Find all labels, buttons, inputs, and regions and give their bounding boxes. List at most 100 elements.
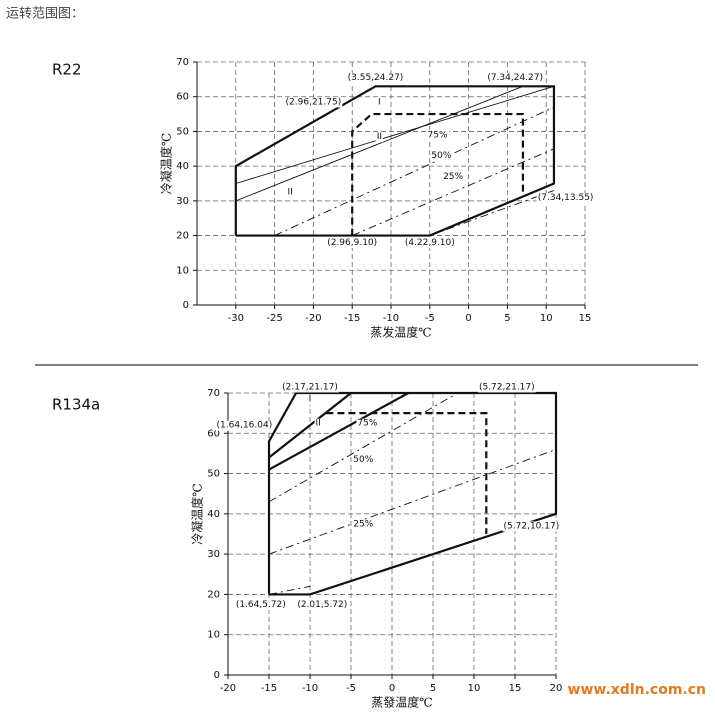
annotation-bg <box>326 238 379 249</box>
envelope-line <box>429 190 555 236</box>
envelope-line <box>235 85 524 202</box>
y-tick-label: 0 <box>214 670 220 681</box>
envelope-line <box>268 448 557 555</box>
annotation-bg <box>286 187 294 198</box>
x-tick-label: -20 <box>305 313 321 324</box>
annotation-bg <box>307 394 313 405</box>
envelope-line <box>267 391 558 596</box>
annotation: 50% <box>353 455 373 465</box>
y-tick-label: 30 <box>207 549 220 560</box>
y-tick-label: 10 <box>207 630 220 641</box>
x-tick-label: 20 <box>550 683 563 694</box>
envelope-line <box>352 148 555 236</box>
annotation-bg <box>477 382 536 393</box>
x-tick-label: 0 <box>389 683 395 694</box>
annotation: (1.64,5.72) <box>236 600 286 610</box>
annotation: (7.34,13.55) <box>538 193 594 203</box>
x-tick-label: -15 <box>344 313 360 324</box>
y-tick-label: 0 <box>183 300 189 311</box>
x-axis-label: 蒸发温度℃ <box>370 325 431 340</box>
x-tick-label: -10 <box>302 683 318 694</box>
annotation-bg <box>377 97 382 108</box>
y-tick-label: 10 <box>176 265 189 276</box>
y-tick-label: 70 <box>176 57 189 68</box>
annotation-bg <box>442 172 465 183</box>
y-tick-label: 30 <box>176 196 189 207</box>
annotation: (2.96,21.75) <box>286 97 342 107</box>
x-tick-label: -5 <box>425 313 435 324</box>
y-axis-label: 冷凝温度℃ <box>190 483 205 544</box>
envelope-line <box>268 392 409 471</box>
annotation: (5.72,21.17) <box>479 382 535 392</box>
y-tick-label: 50 <box>176 126 189 137</box>
watermark: www.xdln.com.cn <box>568 682 706 698</box>
x-tick-label: 5 <box>504 313 510 324</box>
y-axis-label: 冷凝温度℃ <box>159 133 174 194</box>
annotation-bg <box>352 519 375 530</box>
x-tick-label: 15 <box>579 313 592 324</box>
annotation: II <box>287 188 292 198</box>
y-tick-label: 60 <box>176 92 189 103</box>
y-tick-label: 70 <box>207 388 220 399</box>
chart-name: R134a <box>52 396 100 414</box>
annotation: 75% <box>357 419 377 429</box>
envelope-line <box>274 106 555 236</box>
annotation: (4.22,9.10) <box>405 238 455 248</box>
envelope-line <box>268 392 352 459</box>
x-tick-label: 10 <box>540 313 553 324</box>
y-tick-label: 50 <box>207 469 220 480</box>
annotation: 50% <box>431 151 451 161</box>
envelope-line <box>268 392 458 503</box>
x-tick-label: -5 <box>346 683 356 694</box>
annotation-bg <box>284 97 343 108</box>
annotation-bg <box>430 151 453 162</box>
x-tick-label: 5 <box>430 683 436 694</box>
envelope-line <box>268 585 311 595</box>
y-tick-label: 20 <box>176 231 189 242</box>
annotation: II <box>316 419 321 429</box>
envelope-line <box>351 112 525 236</box>
annotation-bg <box>486 73 545 84</box>
x-tick-label: -15 <box>261 683 277 694</box>
annotation: (2.17,21.17) <box>282 382 338 392</box>
annotation-bg <box>234 600 287 610</box>
envelope-line <box>235 85 555 184</box>
x-tick-label: -20 <box>220 683 236 694</box>
annotation-bg <box>356 418 379 429</box>
x-tick-label: 15 <box>509 683 522 694</box>
y-tick-label: 60 <box>207 428 220 439</box>
annotation: II <box>377 132 382 142</box>
x-tick-label: -30 <box>228 313 244 324</box>
annotation-bg <box>281 382 339 393</box>
annotation-bg <box>403 238 456 249</box>
y-tick-label: 20 <box>207 589 220 600</box>
annotation: (3.55,24.27) <box>348 73 404 83</box>
annotation-bg <box>352 454 375 465</box>
x-tick-label: 10 <box>468 683 481 694</box>
annotation-bg <box>296 600 349 610</box>
annotation-bg <box>502 521 561 532</box>
annotation: (5.72,10.17) <box>504 521 560 531</box>
x-tick-label: -25 <box>266 313 282 324</box>
x-tick-label: 0 <box>465 313 471 324</box>
x-tick-label: -10 <box>383 313 399 324</box>
annotation: I <box>378 97 381 107</box>
annotation: (2.96,9.10) <box>327 238 377 248</box>
annotation: (1.64,16.04) <box>217 421 273 431</box>
annotation-bg <box>375 132 384 143</box>
annotation-bg <box>314 418 322 429</box>
annotation-bg <box>426 130 450 141</box>
header-title: 运转范围图： <box>6 7 84 22</box>
annotation: 25% <box>353 519 373 529</box>
chart-name: R22 <box>52 61 82 79</box>
annotation: 25% <box>443 172 463 182</box>
envelope-line <box>326 412 488 534</box>
annotation: (2.01,5.72) <box>297 600 347 610</box>
annotation-bg <box>346 73 405 84</box>
annotation-bg <box>215 420 274 431</box>
y-tick-label: 40 <box>176 161 189 172</box>
annotation: (7.34,24.27) <box>487 73 543 83</box>
x-axis-label: 蒸發温度℃ <box>371 695 432 710</box>
